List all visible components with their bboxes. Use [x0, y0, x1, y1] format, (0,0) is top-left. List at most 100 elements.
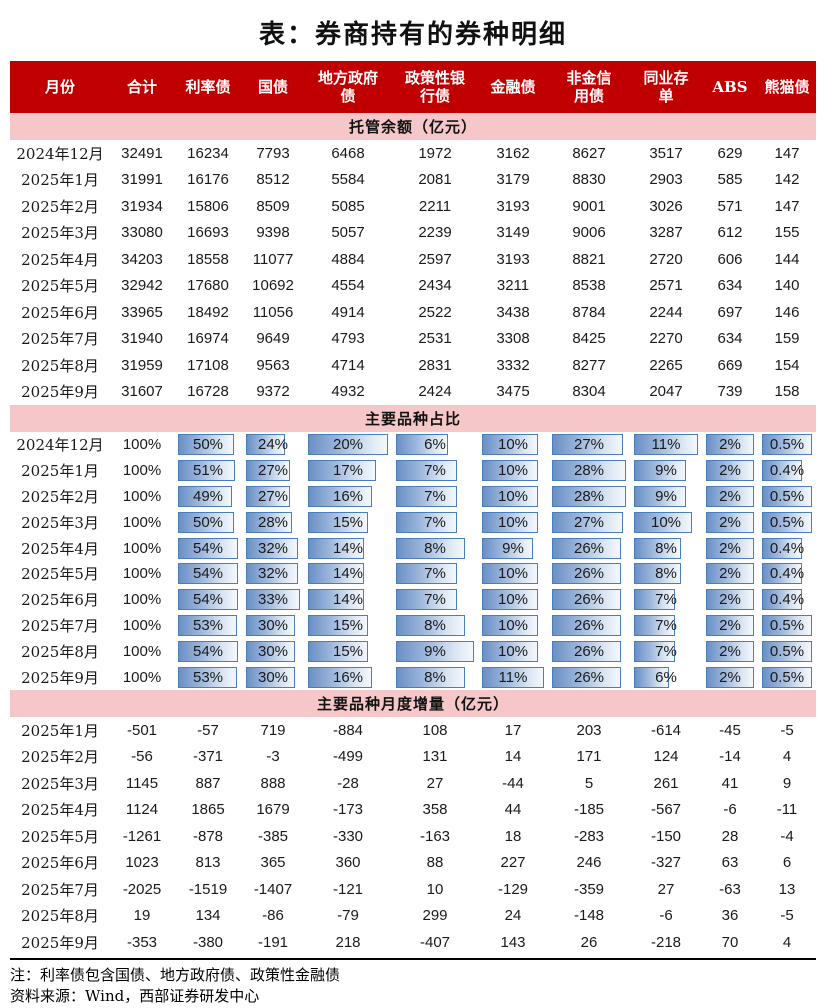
bar-label: 16% — [332, 487, 364, 505]
share-cell: 2% — [702, 587, 758, 613]
value-cell: 17680 — [187, 277, 229, 295]
table-header-row: 月份 合计 利率债 国债 地方政府 债政策性银 行债 金融债 非金信 用债 同业存 单 ABS 熊… — [10, 61, 816, 113]
bar-label: 26% — [573, 591, 605, 609]
value-cell: 24 — [504, 907, 522, 925]
value-cell: 2597 — [418, 250, 452, 268]
value-cell: 1679 — [256, 801, 290, 819]
value-cell: 3332 — [496, 356, 530, 374]
bar-label: 8% — [655, 565, 677, 583]
share-cell: 14% — [304, 561, 392, 587]
value-cell: 634 — [717, 330, 743, 348]
bar-label: 0.5% — [769, 616, 805, 634]
value-cell: -218 — [650, 933, 682, 951]
share-bar: 9% — [396, 640, 474, 662]
bar-label: 27% — [573, 436, 605, 454]
share-bar: 26% — [552, 537, 626, 559]
value-cell: -567 — [650, 801, 682, 819]
table-row: 2025年6月 100% 54% 33% 14% 7% 10% 26% 7% 2% 0.4% — [10, 587, 816, 613]
share-cell: 30% — [242, 613, 304, 639]
value-cell: -148 — [573, 907, 605, 925]
bar-fill — [396, 589, 457, 611]
value-cell: 571 — [717, 197, 743, 215]
share-cell: 2% — [702, 432, 758, 458]
value-cell: 2081 — [418, 171, 452, 189]
share-cell: 0.5% — [758, 432, 816, 458]
value-cell: -57 — [197, 721, 219, 739]
value-cell: -380 — [192, 933, 224, 951]
bar-label: 15% — [332, 642, 364, 660]
bar-label: 0.5% — [769, 487, 805, 505]
value-cell: 697 — [717, 303, 743, 321]
share-cell: 9% — [478, 535, 548, 561]
value-cell: 142 — [774, 171, 800, 189]
share-cell: 2% — [702, 664, 758, 690]
bar-fill — [308, 563, 364, 585]
value-cell: 10692 — [252, 277, 294, 295]
bar-fill — [308, 434, 388, 456]
bar-label: 16% — [332, 668, 364, 686]
share-bar: 14% — [308, 537, 388, 559]
value-cell: 1972 — [418, 144, 452, 162]
column-header-6: 金融债 — [478, 61, 548, 113]
share-cell: 9% — [630, 484, 702, 510]
value-cell: 4 — [782, 933, 792, 951]
value-cell: 3149 — [496, 224, 530, 242]
share-cell: 2% — [702, 561, 758, 587]
share-bar: 2% — [706, 563, 754, 585]
share-cell: 9% — [392, 638, 478, 664]
share-cell: 0.5% — [758, 484, 816, 510]
share-cell: 27% — [548, 432, 630, 458]
share-bar: 16% — [308, 666, 388, 688]
column-header-0: 月份 — [10, 61, 110, 113]
bar-label: 6% — [655, 668, 677, 686]
bar-fill — [396, 666, 466, 688]
value-cell: 134 — [195, 907, 221, 925]
share-bar: 26% — [552, 589, 626, 611]
share-cell: 0.4% — [758, 587, 816, 613]
share-bar: 28% — [552, 460, 626, 482]
value-cell: 31934 — [121, 197, 163, 215]
value-cell: 32942 — [121, 277, 163, 295]
bar-fill — [308, 537, 364, 559]
value-cell: 3162 — [496, 144, 530, 162]
bar-label: 7% — [424, 462, 446, 480]
bar-fill — [762, 640, 812, 662]
share-cell: 50% — [174, 509, 242, 535]
value-cell: 218 — [335, 933, 361, 951]
share-bar: 26% — [552, 640, 626, 662]
bar-fill — [634, 563, 681, 585]
share-cell: 2% — [702, 458, 758, 484]
bar-label: 2% — [719, 616, 741, 634]
share-bar: 8% — [634, 537, 698, 559]
bar-fill — [246, 614, 296, 636]
bar-fill — [396, 485, 457, 507]
bar-label: 28% — [573, 487, 605, 505]
share-bar: 15% — [308, 640, 388, 662]
value-cell: 144 — [774, 250, 800, 268]
value-cell: 100% — [122, 487, 162, 505]
table-row: 2025年9月 31607 16728 9372 4932 2424 3475 8304 204… — [10, 379, 816, 406]
bar-label: 9% — [655, 462, 677, 480]
column-header-3: 国债 — [242, 61, 304, 113]
bar-label: 0.5% — [769, 436, 805, 454]
value-cell: -499 — [332, 748, 364, 766]
share-bar: 6% — [634, 666, 698, 688]
bar-label: 7% — [655, 591, 677, 609]
bar-label: 7% — [655, 642, 677, 660]
bar-fill — [634, 589, 675, 611]
bar-fill — [246, 511, 292, 533]
value-cell: -28 — [337, 774, 359, 792]
bar-fill — [634, 666, 669, 688]
share-bar: 50% — [178, 434, 238, 456]
value-cell: 4914 — [331, 303, 365, 321]
column-header-8: 同业存 单 — [630, 61, 702, 113]
value-cell: 629 — [717, 144, 743, 162]
month-cell: 2025年4月 — [21, 539, 99, 558]
value-cell: 9006 — [572, 224, 606, 242]
bar-fill — [552, 511, 624, 533]
value-cell: 5085 — [331, 197, 365, 215]
share-bar: 2% — [706, 460, 754, 482]
value-cell: 100% — [122, 436, 162, 454]
value-cell: 27 — [426, 774, 444, 792]
bar-fill — [552, 537, 621, 559]
